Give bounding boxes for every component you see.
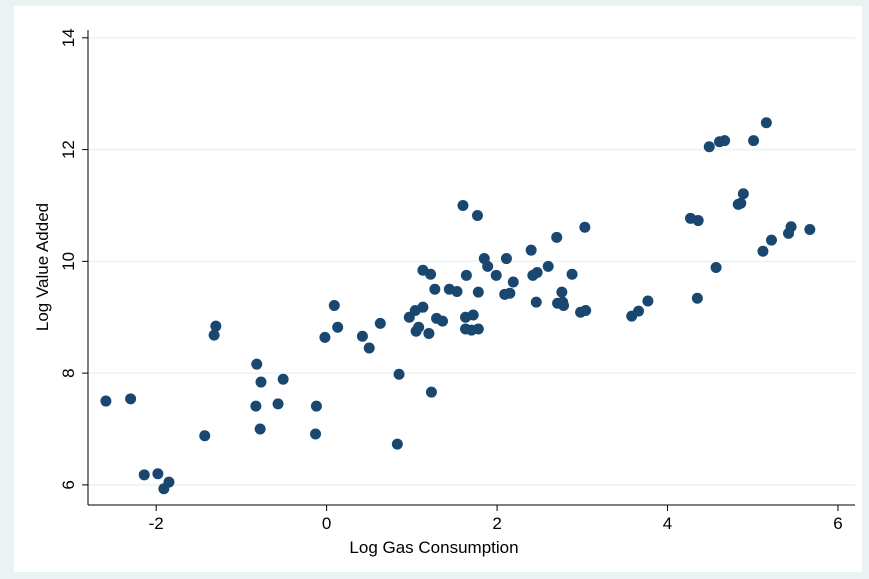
point xyxy=(199,430,211,442)
y-tick-label: 12 xyxy=(59,140,78,159)
point xyxy=(507,276,519,288)
x-tick-label: 6 xyxy=(833,514,842,533)
point xyxy=(272,398,284,410)
point xyxy=(490,269,502,281)
point xyxy=(525,244,537,256)
point xyxy=(319,331,331,343)
point xyxy=(457,199,469,211)
x-tick-label: 0 xyxy=(322,514,331,533)
point xyxy=(757,245,769,257)
y-tick-label: 10 xyxy=(59,252,78,271)
point xyxy=(471,210,483,222)
point xyxy=(254,423,266,435)
point xyxy=(579,221,591,233)
point xyxy=(328,300,340,311)
point xyxy=(250,400,262,412)
y-axis-title: Log Value Added xyxy=(33,203,52,331)
point xyxy=(692,215,704,227)
point xyxy=(356,330,368,342)
point xyxy=(556,286,568,298)
point xyxy=(417,301,429,313)
point xyxy=(558,300,570,311)
y-tick-label: 14 xyxy=(59,28,78,47)
point xyxy=(425,386,437,398)
point xyxy=(374,317,386,329)
point xyxy=(208,329,220,341)
point xyxy=(163,476,175,488)
point xyxy=(737,188,749,200)
point xyxy=(735,197,747,209)
point xyxy=(500,253,512,265)
point xyxy=(332,321,344,333)
x-tick-label: 2 xyxy=(492,514,501,533)
point xyxy=(425,268,437,280)
point xyxy=(467,309,479,321)
point xyxy=(748,135,760,147)
point xyxy=(551,231,563,243)
point xyxy=(472,323,484,335)
point xyxy=(472,286,484,298)
point xyxy=(785,221,797,233)
point xyxy=(413,321,425,333)
point xyxy=(703,141,715,153)
point xyxy=(138,469,150,481)
point xyxy=(580,305,592,317)
point xyxy=(363,342,375,354)
x-tick-label: 4 xyxy=(663,514,672,533)
point xyxy=(719,135,731,147)
point xyxy=(804,224,816,235)
y-tick-label: 6 xyxy=(59,480,78,489)
point xyxy=(642,295,654,307)
point xyxy=(310,400,322,412)
point xyxy=(429,283,441,295)
point xyxy=(152,468,164,480)
point xyxy=(277,373,289,385)
point xyxy=(125,393,137,405)
point xyxy=(460,269,472,281)
point xyxy=(100,395,112,407)
point xyxy=(633,305,645,317)
point xyxy=(530,296,542,308)
point xyxy=(765,234,777,246)
point xyxy=(255,376,267,388)
point xyxy=(504,287,516,299)
x-tick-label: -2 xyxy=(149,514,164,533)
point xyxy=(210,320,222,332)
point xyxy=(566,268,578,280)
point xyxy=(691,292,703,304)
x-axis-title: Log Gas Consumption xyxy=(349,538,518,557)
point xyxy=(391,438,403,450)
point xyxy=(482,260,494,272)
point xyxy=(437,315,449,327)
y-tick-label: 8 xyxy=(59,368,78,377)
point xyxy=(760,117,772,129)
point xyxy=(423,327,435,339)
point xyxy=(251,358,263,370)
point xyxy=(710,262,722,273)
point xyxy=(310,428,322,440)
point xyxy=(393,368,405,380)
point xyxy=(451,286,463,298)
point xyxy=(542,260,554,272)
point xyxy=(531,267,543,279)
